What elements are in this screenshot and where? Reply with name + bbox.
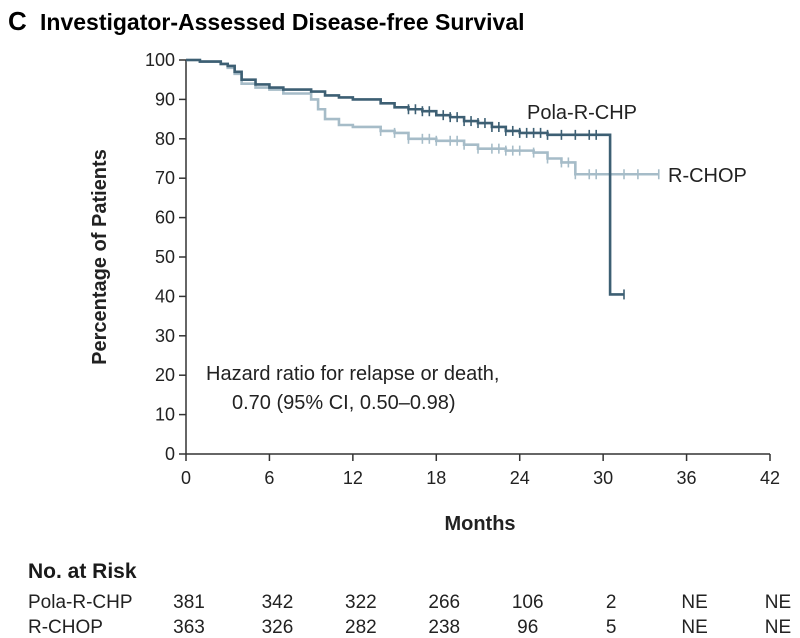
risk-cell: NE bbox=[765, 617, 791, 638]
risk-cell: 322 bbox=[345, 592, 377, 613]
y-tick-label: 50 bbox=[155, 247, 175, 267]
y-tick-label: 0 bbox=[165, 444, 175, 464]
risk-cell: 96 bbox=[517, 617, 538, 638]
x-tick-label: 18 bbox=[426, 468, 446, 488]
y-axis-title: Percentage of Patients bbox=[89, 149, 111, 365]
risk-cell: 363 bbox=[173, 617, 205, 638]
hazard-annotation-line-2: 0.70 (95% CI, 0.50–0.98) bbox=[232, 392, 455, 414]
risk-cell: 5 bbox=[606, 617, 617, 638]
y-tick-label: 20 bbox=[155, 365, 175, 385]
risk-cell: 282 bbox=[345, 617, 377, 638]
series-line-pola-r-chp bbox=[186, 58, 624, 296]
y-tick-label: 90 bbox=[155, 89, 175, 109]
risk-row-label: R-CHOP bbox=[28, 617, 103, 638]
risk-cell: 106 bbox=[512, 592, 544, 613]
series-label-rchop: R-CHOP bbox=[668, 165, 747, 187]
x-tick-label: 36 bbox=[677, 468, 697, 488]
y-ticks: 0 10 20 30 40 50 60 70 80 90 100 bbox=[145, 50, 186, 464]
x-tick-label: 30 bbox=[593, 468, 613, 488]
y-tick-label: 80 bbox=[155, 129, 175, 149]
x-ticks: 0 6 12 18 24 30 36 42 bbox=[181, 454, 780, 488]
series-group bbox=[186, 58, 660, 300]
risk-cell: 326 bbox=[262, 617, 294, 638]
y-tick-label: 60 bbox=[155, 208, 175, 228]
x-tick-label: 0 bbox=[181, 468, 191, 488]
series-label-pola: Pola-R-CHP bbox=[527, 102, 637, 124]
risk-cell: 266 bbox=[428, 592, 460, 613]
y-tick-label: 10 bbox=[155, 405, 175, 425]
risk-cell: 238 bbox=[428, 617, 460, 638]
y-tick-label: 100 bbox=[145, 50, 175, 70]
panel-title: Investigator-Assessed Disease-free Survi… bbox=[40, 9, 525, 35]
risk-cell: NE bbox=[681, 592, 707, 613]
hazard-annotation-line-1: Hazard ratio for relapse or death, bbox=[206, 363, 500, 385]
x-tick-label: 42 bbox=[760, 468, 780, 488]
x-tick-label: 12 bbox=[343, 468, 363, 488]
risk-cell: 381 bbox=[173, 592, 205, 613]
risk-cell: 2 bbox=[606, 592, 617, 613]
panel-letter: C bbox=[8, 6, 27, 36]
risk-table: Pola-R-CHP 381 342 322 266 106 2 NE NE R-CHOP 363 3… bbox=[28, 592, 791, 638]
y-tick-label: 40 bbox=[155, 286, 175, 306]
risk-cell: 342 bbox=[262, 592, 294, 613]
risk-row-label: Pola-R-CHP bbox=[28, 592, 133, 613]
x-tick-label: 24 bbox=[510, 468, 530, 488]
risk-cell: NE bbox=[681, 617, 707, 638]
y-tick-label: 30 bbox=[155, 326, 175, 346]
x-tick-label: 6 bbox=[264, 468, 274, 488]
risk-cell: NE bbox=[765, 592, 791, 613]
x-axis-title: Months bbox=[444, 513, 515, 535]
risk-table-header: No. at Risk bbox=[28, 560, 137, 583]
y-tick-label: 70 bbox=[155, 168, 175, 188]
